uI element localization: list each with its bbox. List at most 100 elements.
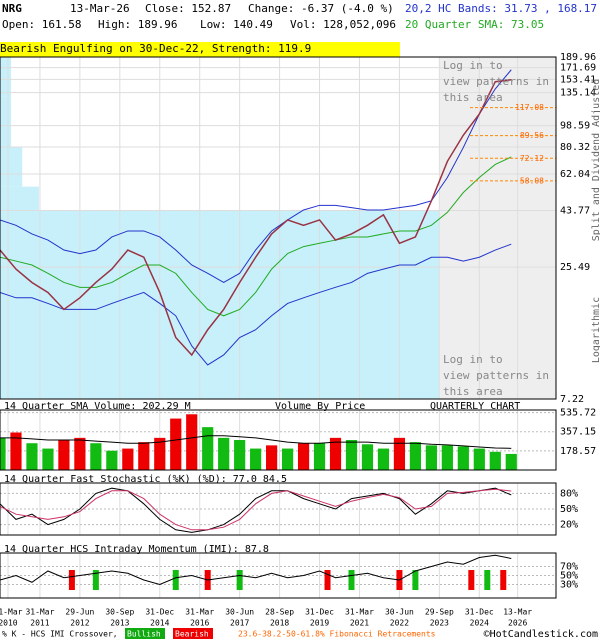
panel-border	[0, 482, 557, 536]
volume-bar	[297, 443, 310, 470]
x-tick-label: 2010	[0, 619, 18, 628]
x-tick-label: 2012	[70, 619, 89, 628]
volume-bar	[489, 451, 501, 470]
login-line: Log in to	[443, 353, 503, 366]
x-tick-label: 2016	[190, 619, 209, 628]
x-tick-label: 2026	[508, 619, 527, 628]
volume-bar	[90, 443, 102, 470]
panel-title: 14 Quarter SMA Volume: 202.29 M	[4, 401, 191, 412]
series-line	[0, 78, 512, 357]
signal-bar	[484, 570, 491, 590]
signal-bar	[68, 570, 75, 590]
volume-bar	[266, 445, 278, 470]
note: Logarithmic	[591, 297, 600, 363]
x-tick-label: 31-Dec	[305, 608, 334, 617]
x-tick-label: 2014	[150, 619, 169, 628]
note: Bullish	[127, 630, 161, 639]
y-tick-label: 135.14	[560, 88, 596, 99]
signal-bar	[172, 570, 179, 590]
volume-by-price-bar	[0, 186, 39, 211]
series-line	[0, 69, 512, 284]
y-tick-label: 70%	[560, 562, 578, 573]
x-tick-label: 2019	[310, 619, 329, 628]
volume-by-price-bar	[0, 56, 12, 97]
y-tick-label: 62.04	[560, 169, 590, 180]
y-tick-label: 20%	[560, 520, 578, 531]
x-tick-label: 31-Dec	[145, 608, 174, 617]
login-line: Log in to	[443, 59, 503, 72]
signal-bar	[468, 570, 475, 590]
x-tick-label: 31-Mar	[185, 608, 214, 617]
pattern: Bearish Engulfing on 30-Dec-22, Strength…	[0, 42, 400, 57]
note: ©HotCandlestick.com	[484, 629, 598, 640]
x-tick-label: 30-Jun	[225, 608, 254, 617]
close: Close: 152.87	[145, 2, 232, 15]
y-tick-label: 189.96	[560, 52, 596, 63]
x-tick-label: 30-Sep	[105, 608, 134, 617]
panel-title: 14 Quarter Fast Stochastic (%K) (%D): 77…	[4, 474, 287, 485]
login-line: view patterns in	[443, 369, 549, 382]
bearish-box	[173, 628, 213, 639]
pattern-area	[440, 57, 556, 399]
low: Low: 140.49	[200, 18, 273, 31]
volume-bar	[393, 437, 406, 470]
volume-by-price-bar	[0, 147, 23, 187]
x-tick-label: 28-Sep	[265, 608, 294, 617]
high: High: 189.96	[98, 18, 178, 31]
volume-bar	[250, 448, 262, 470]
volume-by-price-bar	[0, 96, 12, 148]
volume-by-price-bar	[0, 210, 440, 399]
volume-bar	[441, 445, 453, 470]
y-tick-label: 25.49	[560, 262, 590, 273]
signal-bar	[348, 570, 355, 590]
date: 13-Mar-26	[70, 2, 130, 15]
y-tick-label: 178.57 M	[560, 446, 600, 457]
series-line	[0, 156, 512, 317]
volume-bar	[505, 453, 517, 470]
volume-bar	[202, 427, 214, 470]
x-tick-label: 31-Dec	[465, 608, 494, 617]
volume-bar	[218, 437, 230, 470]
fib-label: 117.08	[515, 103, 544, 112]
y-tick-label: 50%	[560, 571, 578, 582]
symbol: NRG	[2, 2, 22, 15]
volume-bar	[10, 432, 22, 470]
y-tick-label: 171.69	[560, 63, 596, 74]
volume-bar	[425, 445, 437, 470]
fib-label: 72.12	[520, 154, 544, 163]
y-tick-label: 50%	[560, 504, 578, 515]
volume-bar	[457, 446, 469, 470]
volume-bar	[186, 414, 198, 470]
sma: 20 Quarter SMA: 73.05	[405, 18, 545, 31]
x-tick-label: 31-Mar	[25, 608, 54, 617]
y-tick-label: 80%	[560, 488, 578, 499]
volume-bar	[377, 448, 390, 470]
signal-bar	[92, 570, 99, 590]
note: % K - HCS IMI Crossover,	[2, 630, 118, 639]
signal-bar	[500, 570, 507, 590]
volume-bar	[234, 440, 246, 470]
volume-bar	[345, 440, 358, 470]
fib-label: 89.56	[520, 131, 544, 140]
change: Change: -6.37 (-4.0 %)	[248, 2, 394, 15]
series-line	[0, 488, 512, 531]
x-tick-label: 2023	[430, 619, 449, 628]
volume-bar	[361, 444, 374, 470]
x-tick-label: 31-Mar	[345, 608, 374, 617]
y-tick-label: 80.32	[560, 142, 590, 153]
y-tick-label: 7.22	[560, 394, 584, 405]
y-tick-label: 43.77	[560, 206, 590, 217]
volume: Vol: 128,052,096	[290, 18, 396, 31]
bullish-box	[125, 628, 165, 639]
series-line	[0, 243, 512, 366]
panel-label: Volume By Price	[275, 401, 365, 412]
x-tick-label: 31-Mar	[0, 608, 23, 617]
x-tick-label: 2013	[110, 619, 129, 628]
x-tick-label: 29-Jun	[65, 608, 94, 617]
login-note: Log in to view patterns in this area	[443, 353, 549, 398]
volume-bar	[313, 443, 326, 470]
series-line	[0, 554, 512, 586]
login-line: view patterns in	[443, 75, 549, 88]
y-tick-label: 535.72 M	[560, 408, 600, 419]
